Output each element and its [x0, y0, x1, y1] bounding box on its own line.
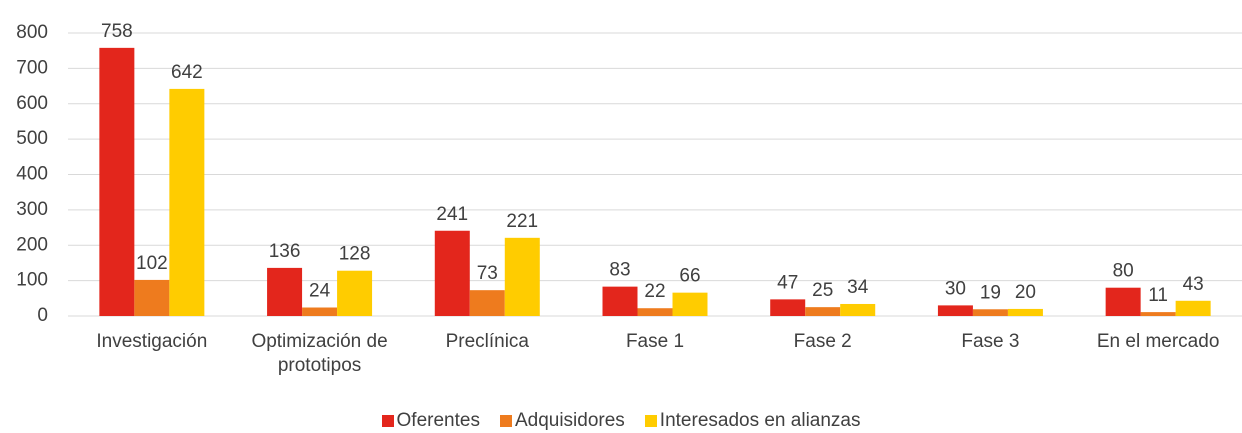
data-label: 221 [506, 211, 538, 232]
bar [672, 292, 708, 316]
data-label: 642 [171, 62, 203, 83]
bar [267, 267, 303, 316]
data-label: 241 [436, 204, 468, 225]
bar [99, 47, 135, 317]
bar [602, 286, 638, 316]
data-label: 34 [847, 277, 869, 298]
bar [1140, 312, 1176, 316]
legend-item: Adquisidores [499, 410, 625, 432]
bar [337, 270, 373, 316]
data-label: 30 [945, 278, 966, 299]
data-label: 102 [136, 253, 168, 274]
legend-label: Adquisidores [514, 410, 625, 431]
y-tick-label: 400 [16, 164, 48, 185]
y-tick-label: 700 [16, 57, 48, 78]
legend-item: Oferentes [381, 410, 480, 432]
bar [805, 307, 841, 316]
y-tick-label: 600 [16, 93, 48, 114]
data-label: 136 [269, 241, 301, 262]
bar [1007, 308, 1043, 316]
bar [1175, 300, 1211, 316]
data-label: 24 [309, 281, 331, 302]
bar [302, 307, 338, 316]
data-label: 83 [609, 260, 630, 281]
x-tick-label: En el mercado [1096, 331, 1220, 352]
data-label: 20 [1015, 282, 1036, 303]
y-tick-label: 500 [16, 128, 48, 149]
x-tick-label: Preclínica [445, 331, 529, 352]
data-label: 22 [644, 281, 665, 302]
bar [840, 303, 876, 316]
legend-label: Oferentes [396, 410, 480, 431]
y-tick-label: 800 [16, 22, 48, 43]
data-label: 80 [1113, 261, 1134, 282]
x-tick-label: Optimización de prototipos [251, 331, 388, 376]
legend: Oferentes Adquisidores Interesados en alia… [0, 410, 1242, 432]
x-tick-label: Investigación [96, 331, 208, 352]
bar [972, 309, 1008, 316]
legend-label: Interesados en alianzas [659, 410, 861, 431]
data-label: 47 [777, 272, 798, 293]
legend-item: Interesados en alianzas [644, 410, 861, 432]
legend-swatch [499, 415, 512, 427]
bar [469, 290, 505, 316]
data-label: 11 [1148, 285, 1168, 306]
x-tick-label: Fase 2 [793, 331, 852, 352]
bar [1105, 287, 1141, 316]
legend-swatch [381, 415, 394, 427]
bar [637, 308, 673, 316]
bar [937, 305, 973, 316]
bar [770, 299, 806, 316]
y-tick-label: 300 [16, 199, 48, 220]
bar [434, 230, 470, 316]
y-tick-label: 100 [16, 270, 48, 291]
legend-swatch [644, 415, 657, 427]
y-tick-label: 200 [16, 234, 48, 255]
bar [134, 279, 170, 316]
data-label: 758 [101, 21, 133, 42]
data-label: 43 [1183, 274, 1204, 295]
data-label: 66 [679, 266, 700, 287]
y-tick-label: 0 [37, 305, 48, 326]
x-tick-label: Fase 3 [961, 331, 1020, 352]
bar [169, 88, 205, 316]
data-label: 25 [812, 280, 833, 301]
data-label: 73 [477, 263, 498, 284]
data-label: 128 [339, 244, 371, 265]
x-tick-label: Fase 1 [625, 331, 685, 352]
data-label: 19 [980, 282, 1001, 303]
bar [504, 237, 540, 316]
